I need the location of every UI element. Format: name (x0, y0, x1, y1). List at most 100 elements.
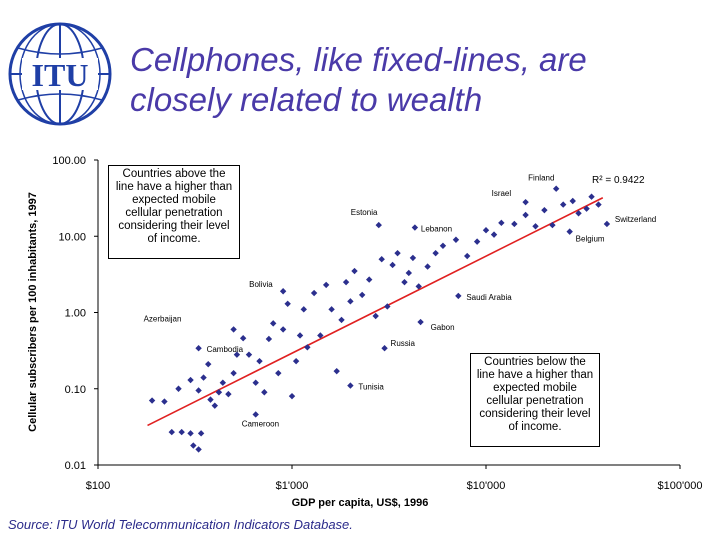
data-point-labeled (230, 326, 237, 333)
annotation-below-line-6: of income. (508, 421, 562, 433)
annotation-above-line-5: considering their level (118, 220, 230, 232)
data-point (583, 205, 590, 212)
data-point (215, 389, 223, 396)
data-point (342, 278, 350, 286)
data-point (473, 238, 481, 245)
data-point (239, 335, 247, 342)
annotation-above-line-3: expected mobile (132, 194, 216, 206)
point-label: Azerbaijan (144, 314, 182, 323)
y-axis-title: Cellular subscribers per 100 inhabitants… (27, 192, 39, 432)
data-point (275, 369, 282, 377)
data-point (219, 379, 227, 386)
y-tick-label: 100.00 (52, 155, 86, 167)
data-point (522, 211, 529, 219)
data-point (284, 300, 291, 308)
title-line-2: closely related to wealth (130, 81, 483, 118)
data-point (588, 193, 595, 200)
data-point (300, 306, 307, 313)
data-point (269, 320, 277, 327)
x-axis-title: GDP per capita, US$, 1996 (292, 497, 429, 509)
data-point-labeled (411, 224, 419, 231)
point-label: Tunisia (358, 383, 384, 392)
data-point (256, 357, 263, 365)
data-point (207, 396, 214, 403)
data-point (168, 428, 175, 436)
data-point (161, 398, 168, 405)
data-point (317, 332, 324, 339)
data-point (195, 387, 202, 394)
data-point (279, 326, 287, 333)
data-point (358, 291, 366, 299)
y-tick-label: 1.00 (65, 308, 86, 320)
annotation-above-line-4: cellular penetration (125, 207, 223, 219)
data-point (511, 220, 518, 228)
point-label: Switzerland (615, 215, 656, 224)
data-point (409, 254, 417, 262)
y-axis-ticks: 0.01 0.10 1.00 10.00 100.00 (52, 155, 98, 472)
data-point (482, 227, 490, 234)
data-point (405, 269, 412, 277)
data-point (195, 446, 202, 453)
y-tick-label: 0.10 (65, 384, 86, 396)
title-line-1: Cellphones, like fixed-lines, are (130, 41, 587, 78)
data-point (304, 344, 311, 351)
y-tick-label: 0.01 (65, 460, 86, 472)
data-point (338, 316, 345, 324)
x-tick-label: $100 (86, 480, 110, 492)
data-point (328, 306, 335, 313)
data-point-labeled (522, 198, 529, 206)
point-label: Belgium (576, 235, 605, 244)
data-point (595, 201, 602, 208)
data-point (463, 252, 471, 260)
data-points (148, 185, 611, 453)
data-point (245, 351, 253, 358)
annotation-below-line-2: line have a higher than (476, 369, 594, 381)
page-title: Cellphones, like fixed-lines, are closel… (130, 40, 710, 120)
data-point-labeled (375, 221, 382, 229)
data-point-labeled (279, 288, 287, 295)
data-point (296, 332, 304, 339)
annotation-above-line-1: Countries above the (122, 168, 226, 180)
data-point (148, 397, 156, 404)
data-point (333, 367, 340, 375)
data-point (541, 206, 548, 214)
point-label: Finland (528, 174, 554, 183)
x-axis-ticks: $100 $1'000 $10'000 $100'000 (86, 465, 703, 492)
point-labels: Finland Israel Switzerland Belgium Estonia Le… (144, 174, 657, 429)
itu-logo: ITU (8, 22, 112, 126)
data-point-labeled (381, 345, 388, 352)
point-label: Russia (391, 339, 416, 348)
annotation-below-line: Countries below the line have a higher th… (470, 353, 600, 447)
source-note: Source: ITU World Telecommunication Indi… (8, 517, 353, 532)
point-label: Lebanon (421, 225, 452, 234)
data-point (401, 278, 408, 286)
annotation-above-line: Countries above the line have a higher th… (108, 165, 240, 259)
data-point (261, 389, 268, 396)
data-point-labeled (195, 345, 202, 352)
data-point (394, 249, 401, 257)
data-point (378, 256, 385, 263)
data-point-labeled (252, 411, 259, 418)
data-point (187, 376, 194, 384)
point-label: Israel (492, 189, 512, 198)
data-point (432, 249, 439, 257)
data-point (372, 312, 379, 320)
data-point (230, 369, 237, 377)
point-label: Estonia (351, 208, 378, 217)
data-point (452, 236, 460, 243)
point-label: Cambodia (207, 345, 244, 354)
r-squared-label: R² = 0.9422 (592, 175, 645, 186)
logo-text: ITU (32, 57, 89, 93)
annotation-above-line-2: line have a higher than (115, 181, 233, 193)
data-point (549, 221, 556, 229)
data-point (389, 261, 396, 269)
point-label: Saudi Arabia (466, 293, 512, 302)
data-point-labeled (417, 318, 424, 326)
annotation-below-line-3: expected mobile (493, 382, 577, 394)
x-tick-label: $100'000 (658, 480, 703, 492)
data-point (211, 402, 218, 409)
annotation-below-line-5: considering their level (479, 408, 591, 420)
data-point (292, 357, 300, 365)
point-label: Cameroon (242, 419, 279, 428)
